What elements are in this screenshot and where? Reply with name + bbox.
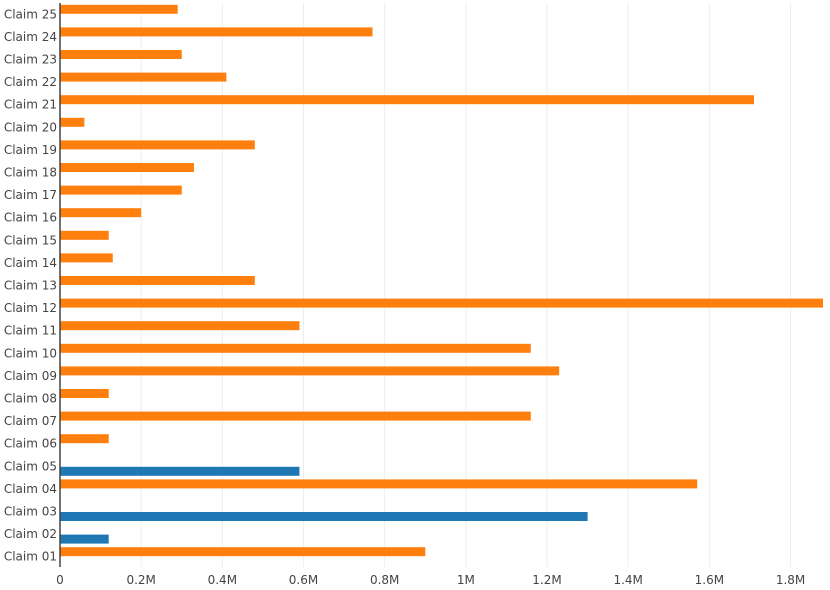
x-tick-label: 0.4M (208, 573, 237, 587)
x-tick-label: 0 (56, 573, 64, 587)
bar (60, 230, 109, 240)
bar (60, 366, 560, 376)
bar (60, 253, 113, 263)
bar (60, 411, 531, 421)
x-tick-label: 1.2M (532, 573, 561, 587)
y-tick-label: Claim 06 (4, 437, 57, 451)
y-tick-label: Claim 07 (4, 414, 57, 428)
bar (60, 534, 109, 544)
bar (60, 434, 109, 444)
bar (60, 276, 255, 285)
y-tick-label: Claim 09 (4, 369, 57, 383)
y-tick-label: Claim 02 (4, 527, 57, 541)
bar (60, 512, 588, 521)
bar (60, 298, 823, 308)
y-tick-label: Claim 03 (4, 505, 57, 519)
y-tick-label: Claim 25 (4, 7, 57, 21)
y-tick-label: Claim 18 (4, 166, 57, 180)
y-tick-label: Claim 20 (4, 120, 57, 134)
x-tick-label: 0.6M (289, 573, 318, 587)
bar (60, 185, 182, 195)
bar (60, 466, 300, 476)
bar (60, 343, 531, 353)
y-tick-label: Claim 21 (4, 98, 57, 112)
bar (60, 72, 227, 82)
bar (60, 208, 142, 218)
x-tick-label: 1.8M (776, 573, 805, 587)
y-tick-label: Claim 14 (4, 256, 57, 270)
y-tick-label: Claim 22 (4, 75, 57, 89)
axes: 0 0.2M 0.4M 0.6M 0.8M 1M 1.2M 1.4M 1.6M 1.8M Claim… (4, 3, 805, 587)
bar (60, 27, 373, 37)
y-tick-label: Claim 16 (4, 211, 57, 225)
x-tick-label: 1.6M (695, 573, 724, 587)
x-tick-label: 1.4M (613, 573, 642, 587)
y-tick-label: Claim 15 (4, 233, 57, 247)
y-tick-label: Claim 01 (4, 550, 57, 564)
y-tick-label: Claim 17 (4, 188, 57, 202)
y-tick-label: Claim 13 (4, 279, 57, 293)
bar (60, 140, 255, 150)
y-tick-label: Claim 12 (4, 301, 57, 315)
y-tick-label: Claim 19 (4, 143, 57, 157)
y-tick-label: Claim 04 (4, 482, 57, 496)
bar (60, 50, 182, 59)
y-tick-label: Claim 05 (4, 459, 57, 473)
bar (60, 321, 300, 331)
bar (60, 389, 109, 398)
bars (60, 4, 823, 557)
y-tick-label: Claim 23 (4, 53, 57, 67)
bar (60, 479, 698, 489)
y-tick-label: Claim 11 (4, 324, 57, 338)
x-tick-label: 1M (457, 573, 475, 587)
x-tick-label: 0.8M (370, 573, 399, 587)
bar (60, 4, 178, 14)
x-tick-label: 0.2M (126, 573, 155, 587)
y-tick-label: Claim 10 (4, 346, 57, 360)
bar (60, 117, 85, 127)
bar (60, 163, 194, 172)
y-tick-label: Claim 24 (4, 30, 57, 44)
y-tick-label: Claim 08 (4, 392, 57, 406)
bar (60, 95, 755, 105)
bar (60, 547, 426, 557)
